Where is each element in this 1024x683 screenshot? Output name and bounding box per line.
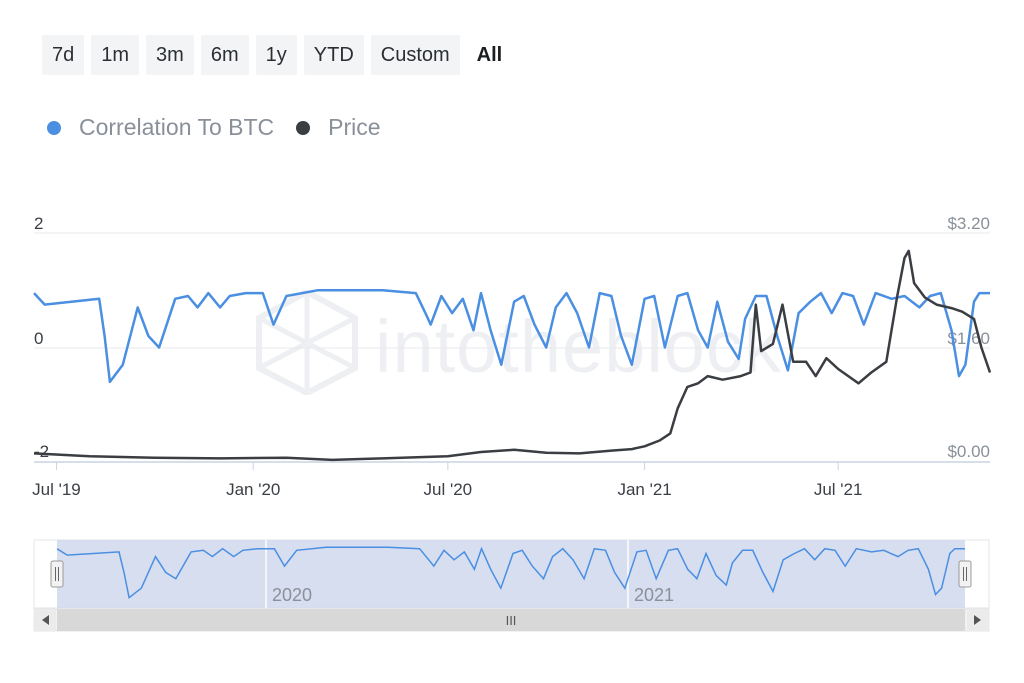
legend-marker-correlation <box>47 120 61 135</box>
legend-item-correlation[interactable]: Correlation To BTC <box>47 114 274 141</box>
arrow-right-icon <box>974 615 981 625</box>
chart-legend: Correlation To BTC Price <box>47 114 403 141</box>
x-tick-label: Jan '21 <box>617 480 671 499</box>
range-selector: 7d 1m 3m 6m 1y YTD Custom All <box>42 35 512 75</box>
range-button-ytd[interactable]: YTD <box>303 35 364 75</box>
y-left-tick-0: 0 <box>34 329 43 348</box>
y-right-tick-low: $0.00 <box>947 442 990 461</box>
range-button-1m[interactable]: 1m <box>91 35 140 75</box>
main-plot: Jul '19 Jan '20 Jul '20 Jan '21 Jul '21 2 0 … <box>32 214 992 499</box>
y-left-tick-neg2: -2 <box>34 442 49 461</box>
scroll-left-button[interactable] <box>34 609 56 631</box>
series-correlation-line <box>33 289 990 384</box>
x-tick-label: Jul '19 <box>32 480 81 499</box>
arrow-left-icon <box>42 615 49 625</box>
range-button-1y[interactable]: 1y <box>255 35 297 75</box>
x-tick-label: Jul '21 <box>814 480 863 499</box>
navigator-label-2020: 2020 <box>272 585 312 605</box>
legend-item-price[interactable]: Price <box>296 114 381 141</box>
navigator-handle-right[interactable] <box>958 560 972 588</box>
range-button-7d[interactable]: 7d <box>42 35 85 75</box>
scrollbar-grip-icon: III <box>506 613 517 628</box>
navigator-label-2021: 2021 <box>634 585 674 605</box>
navigator: 2020 2021 III <box>33 539 990 632</box>
legend-label-correlation: Correlation To BTC <box>79 114 275 140</box>
scrollbar-thumb[interactable] <box>57 609 965 631</box>
y-left-tick-2: 2 <box>34 214 43 233</box>
series-price-line <box>33 249 992 462</box>
range-button-custom[interactable]: Custom <box>370 35 460 75</box>
y-right-tick-high: $3.20 <box>947 214 990 233</box>
legend-marker-price <box>296 120 311 135</box>
range-button-6m[interactable]: 6m <box>200 35 249 75</box>
range-button-3m[interactable]: 3m <box>146 35 194 75</box>
x-axis-ticks: Jul '19 Jan '20 Jul '20 Jan '21 Jul '21 <box>32 462 862 499</box>
navigator-series-line <box>56 546 965 600</box>
legend-label-price: Price <box>328 114 381 140</box>
x-tick-label: Jul '20 <box>424 480 473 499</box>
x-tick-label: Jan '20 <box>226 480 280 499</box>
navigator-handle-left[interactable] <box>50 560 64 588</box>
scroll-right-button[interactable] <box>967 609 989 631</box>
range-button-all[interactable]: All <box>476 44 503 66</box>
navigator-selection[interactable] <box>57 540 965 608</box>
